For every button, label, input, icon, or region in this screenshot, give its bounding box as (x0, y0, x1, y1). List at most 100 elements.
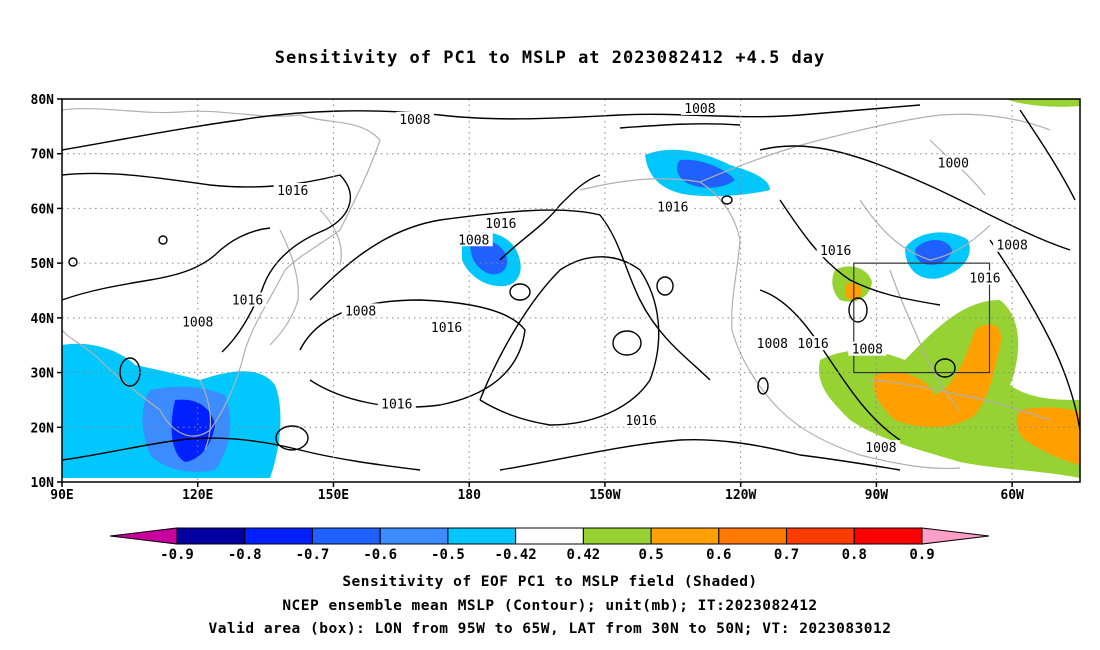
colorbar-bin (244, 527, 313, 545)
colorbar-label: -0.5 (431, 547, 465, 563)
lon-tick-label: 90E (50, 488, 73, 503)
colorbar-high-extend (921, 527, 990, 545)
lon-tick-label: 180 (457, 488, 481, 503)
shade-dateline-core (470, 240, 508, 275)
contour-label: 1016 (232, 293, 263, 308)
shade-atlantic-orange (873, 324, 1001, 427)
contour-label: 1008 (757, 337, 788, 352)
contour-label: 1008 (399, 113, 430, 128)
colorbar-bin (311, 527, 381, 545)
contour-label: 1008 (345, 304, 376, 319)
contour-label-bg (965, 270, 1004, 285)
shade-gulf-alaska-core (677, 159, 735, 188)
colorbar-bin (447, 527, 517, 545)
contour-label: 1008 (996, 239, 1027, 254)
colorbar-label: 0.8 (842, 547, 867, 563)
contour-label: 1008 (865, 441, 896, 456)
contour-label: 1016 (657, 200, 688, 215)
contour-label-bg (653, 199, 692, 214)
mslp-contours (61, 104, 1081, 471)
colorbar-low-extend (109, 527, 178, 545)
colorbar-label: 0.7 (774, 547, 799, 563)
shade-w-pacific (62, 343, 281, 478)
colorbar-bin (718, 527, 788, 545)
footer-line-1: Sensitivity of EOF PC1 to MSLP field (Sh… (342, 574, 758, 590)
lon-tick-label: 150W (589, 488, 620, 503)
colorbar-label: -0.9 (160, 547, 194, 563)
contour-label: 1016 (485, 217, 516, 232)
shade-hudson-core (915, 239, 952, 265)
colorbar-label: -0.6 (363, 547, 397, 563)
shade-ne-green (1005, 99, 1080, 107)
lon-tick-label: 60W (1000, 488, 1024, 503)
colorbar-label: -0.8 (228, 547, 262, 563)
contour-label-bg (427, 319, 466, 334)
lat-tick-label: 60N (31, 202, 55, 217)
colorbar-label: 0.9 (909, 547, 934, 563)
colorbar-bin (853, 527, 923, 545)
contour-label-bg (794, 336, 833, 351)
contour-label-bg (395, 111, 434, 126)
contour-label-bg (228, 292, 267, 307)
lat-tick-label: 30N (31, 367, 55, 382)
contour-label: 1016 (431, 321, 462, 336)
colorbar-bin (176, 527, 246, 545)
shade-gulf-alaska (645, 149, 770, 197)
contour-label: 1016 (820, 244, 851, 259)
contour-label-bg (753, 336, 792, 351)
footer-line-2: NCEP ensemble mean MSLP (Contour); unit(… (282, 598, 818, 614)
contour-label-bg (934, 155, 973, 170)
colorbar-label: -0.42 (495, 547, 537, 563)
map-border (61, 98, 1081, 483)
lat-tick-label: 50N (31, 257, 55, 272)
contour-label-bg (178, 314, 217, 329)
contour-label-bg (454, 232, 493, 247)
lon-tick-label: 120E (182, 488, 213, 503)
contour-label: 1008 (684, 102, 715, 117)
colorbar-bin (650, 527, 720, 545)
contour-label-bg (622, 412, 661, 427)
shade-w-pacific-mid (142, 386, 231, 472)
shaded-positive-regions (819, 99, 1080, 478)
valid-area-box (853, 262, 991, 374)
contour-label: 1008 (852, 343, 883, 358)
lat-tick-label: 10N (31, 476, 55, 491)
contour-label: 1000 (938, 157, 969, 172)
contour-label-bg (993, 237, 1032, 252)
colorbar-bin (786, 527, 855, 545)
contour-label: 1016 (277, 184, 308, 199)
shade-atlantic-east (1016, 407, 1080, 465)
lat-tick-label: 20N (31, 421, 55, 436)
colorbar-label: -0.7 (296, 547, 330, 563)
map-title: Sensitivity of PC1 to MSLP at 2023082412… (274, 48, 826, 68)
shade-atlantic (819, 300, 1080, 478)
lon-tick-label: 120W (725, 488, 756, 503)
lon-tick-label: 150E (318, 488, 349, 503)
contour-label-bg (341, 303, 380, 318)
colorbar-bin (582, 527, 652, 545)
contour-label: 1008 (182, 315, 213, 330)
contour-label: 1008 (458, 233, 489, 248)
colorbar-label: 0.6 (706, 547, 731, 563)
contour-label-bg (680, 100, 719, 115)
contour-label-bg (848, 341, 887, 356)
contour-label-bg (273, 183, 312, 198)
colorbar-label: 0.42 (567, 547, 601, 563)
contour-label-bg (816, 243, 855, 258)
contour-label-bg (481, 215, 520, 230)
footer-line-3: Valid area (box): LON from 95W to 65W, L… (208, 621, 892, 637)
lon-tick-label: 90W (865, 488, 889, 503)
contour-label: 1016 (797, 337, 828, 352)
contour-label: 1016 (381, 397, 412, 412)
coastlines (61, 107, 1051, 470)
colorbar: -0.9 -0.8 -0.7 -0.6 -0.5 -0.42 0.42 0.5 0.6 0.7 0.… (109, 527, 990, 563)
contour-label: 1016 (625, 414, 656, 429)
colorbar-label: 0.5 (638, 547, 663, 563)
shade-dateline (462, 232, 521, 287)
lat-tick-label: 80N (31, 93, 55, 108)
colorbar-bin (515, 527, 584, 545)
map-frame: 90E 120E 150E 180 150W 120W 90W 60W 80N 70N 60N 50N… (31, 93, 1081, 503)
contour-label-bg (861, 440, 900, 455)
colorbar-bin (379, 527, 449, 545)
